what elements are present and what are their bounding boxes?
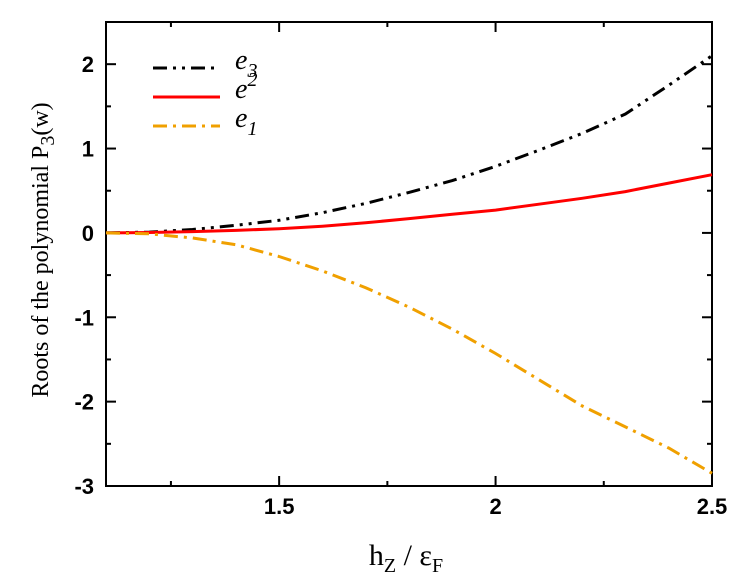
plot-frame [105,21,713,487]
y-axis-label-arg: (w) [28,102,54,135]
legend-label-e3: e3 [235,45,257,82]
legend-label-main: e [235,74,247,105]
legend-label-main: e [235,103,247,134]
x-tick-label: 1.5 [264,494,295,519]
y-tick-label: 2 [82,52,94,77]
ticks-group: 1.5 2 2.5 -3 -2 -1 0 1 2 [74,21,728,519]
x-tick-label: 2 [489,494,501,519]
y-tick-label: 0 [82,221,94,246]
y-tick-label: -2 [74,390,94,415]
y-tick-label: -3 [74,474,94,499]
legend-label-e1: e1 [235,103,257,140]
legend-label-sub: 3 [246,60,257,82]
series-line-e1 [105,231,713,475]
x-axis-label: hZ / εF [369,539,443,577]
x-axis-label-sub1: Z [384,555,396,577]
y-axis-label: Roots of the polynomial P3(w) [28,102,59,397]
y-axis-label-sub: 3 [37,136,59,146]
legend-label-e2: e2 [235,69,257,105]
series-line-e2 [105,173,713,235]
x-axis-label-sep: / [396,539,419,572]
y-axis-label-main: Roots of the polynomial P [28,146,54,398]
y-tick-label: -1 [74,305,94,330]
x-axis-label-eps: ε [419,539,432,572]
legend-label-sub: 1 [247,118,257,140]
series-line-e3 [105,54,713,235]
legend-label-sub: 2 [247,69,257,91]
x-tick-label: 2.5 [697,494,728,519]
series-group [105,54,713,475]
legend-label-main: e [235,45,247,76]
y-tick-label: 1 [82,137,94,162]
x-axis-label-main: h [369,539,384,572]
x-axis-label-sub2: F [432,555,443,577]
